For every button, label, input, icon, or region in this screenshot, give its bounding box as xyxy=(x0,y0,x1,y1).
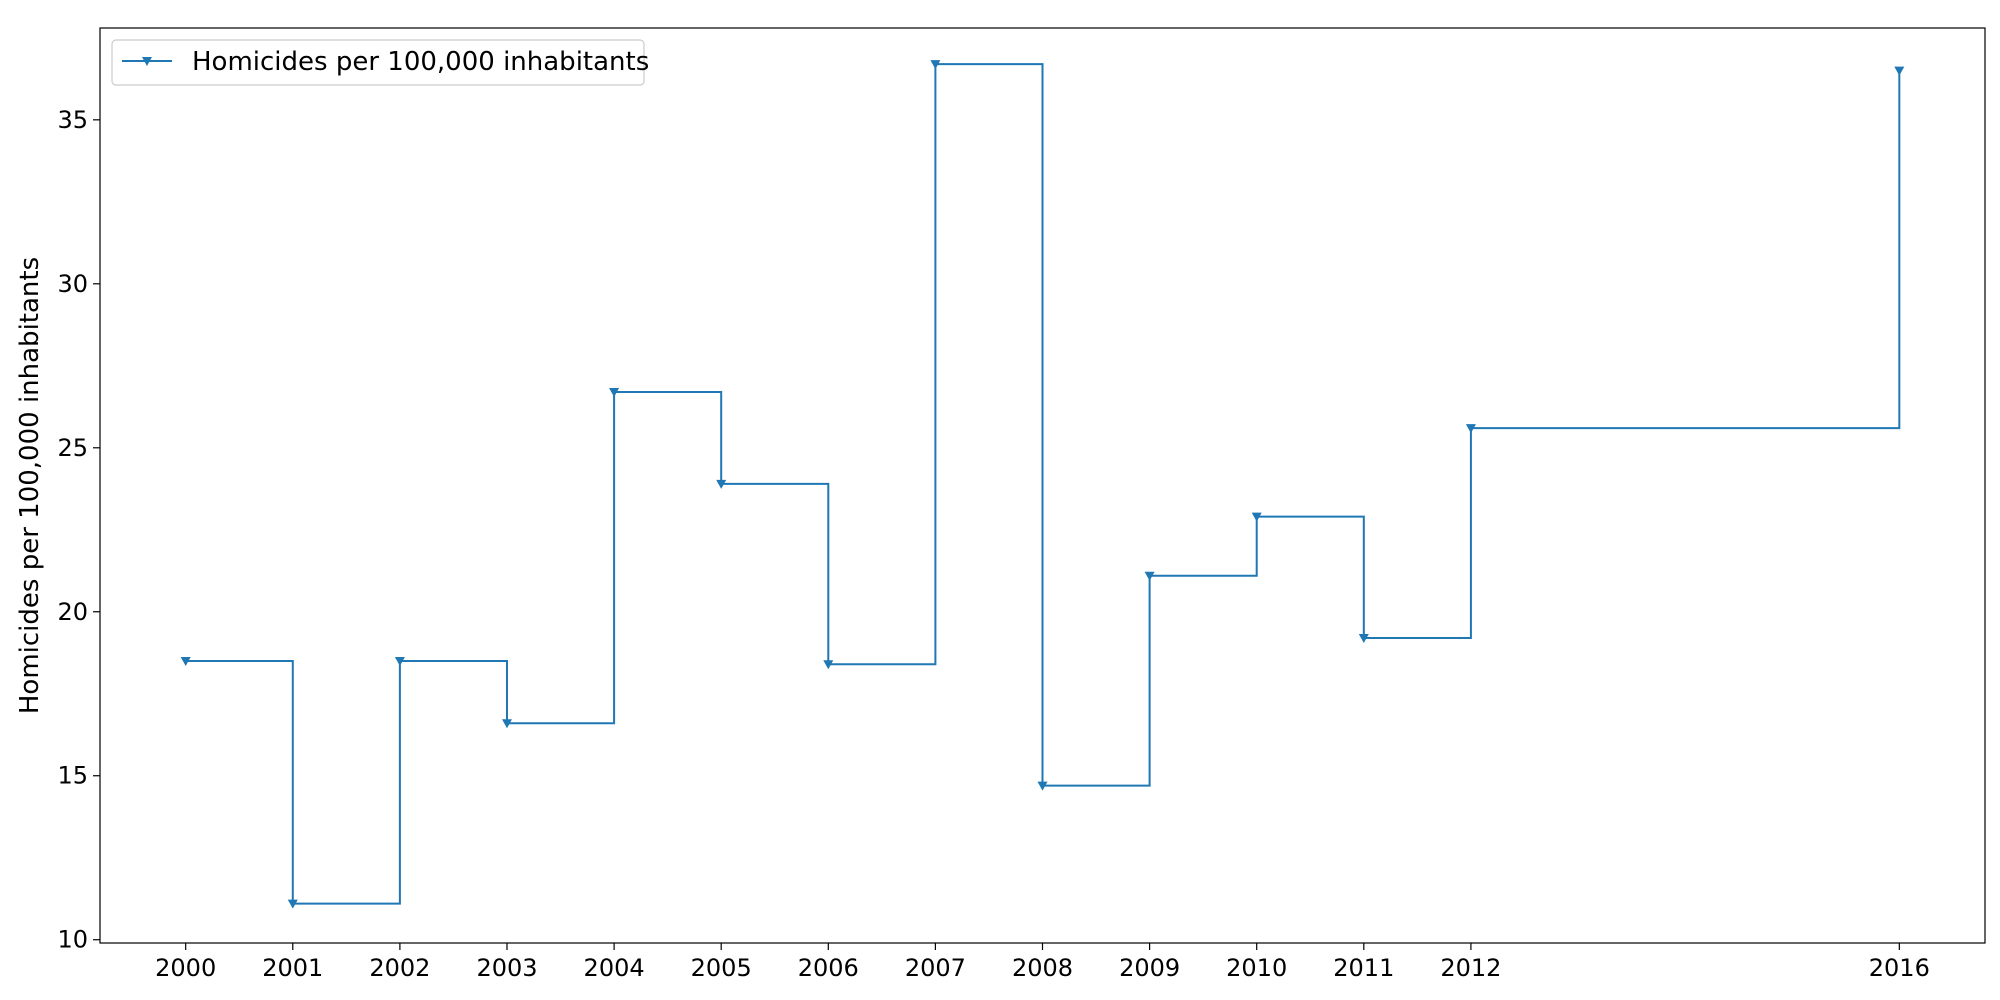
legend-marker-swatch xyxy=(142,57,152,66)
data-point xyxy=(1251,512,1262,522)
data-point xyxy=(287,899,298,909)
x-axis: 2000 2001 2002 2003 2004 2005 2006 2007 2008 2009… xyxy=(155,943,1930,982)
data-point xyxy=(180,656,191,666)
x-tick-label: 2000 xyxy=(155,954,216,982)
y-tick-label: 15 xyxy=(57,762,88,790)
x-tick-label: 2011 xyxy=(1333,954,1394,982)
data-point xyxy=(501,719,512,729)
data-point xyxy=(716,479,727,489)
x-tick-label: 2006 xyxy=(798,954,859,982)
x-tick-label: 2009 xyxy=(1119,954,1180,982)
series-line xyxy=(185,63,1901,905)
plot-area xyxy=(180,60,1905,909)
data-point xyxy=(1037,781,1048,791)
x-tick-label: 2010 xyxy=(1226,954,1287,982)
y-tick-label: 35 xyxy=(57,106,88,134)
legend-box xyxy=(111,39,645,86)
y-tick-label: 10 xyxy=(57,926,88,954)
x-tick-label: 2012 xyxy=(1440,954,1501,982)
data-point xyxy=(1894,66,1905,76)
x-tick-label: 2008 xyxy=(1012,954,1073,982)
x-tick-label: 2002 xyxy=(369,954,430,982)
y-axis: 10 15 20 25 30 35 xyxy=(57,106,100,954)
y-tick-label: 30 xyxy=(57,270,88,298)
data-point xyxy=(1358,634,1369,643)
y-axis-title: Homicides per 100,000 inhabitants xyxy=(15,257,45,714)
x-tick-label: 2004 xyxy=(584,954,645,982)
y-tick-label: 25 xyxy=(57,434,88,462)
x-tick-label: 2001 xyxy=(262,954,323,982)
x-tick-label: 2003 xyxy=(476,954,537,982)
data-point xyxy=(609,388,620,398)
data-point xyxy=(1144,571,1155,581)
data-point xyxy=(930,60,941,70)
x-tick-label: 2005 xyxy=(691,954,752,982)
data-point xyxy=(1465,424,1476,434)
x-tick-label: 2007 xyxy=(905,954,966,982)
legend: Homicides per 100,000 inhabitants xyxy=(111,39,649,86)
y-tick-label: 20 xyxy=(57,598,88,626)
data-point xyxy=(823,660,834,670)
legend-label: Homicides per 100,000 inhabitants xyxy=(192,47,649,77)
x-tick-label: 2016 xyxy=(1869,954,1930,982)
data-point xyxy=(394,656,405,666)
